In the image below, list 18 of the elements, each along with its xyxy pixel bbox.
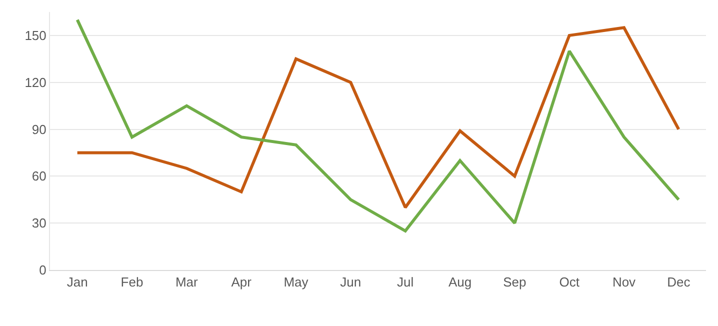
y-tick-label: 90 (32, 122, 46, 137)
y-tick-label: 60 (32, 168, 46, 184)
x-tick-label: Nov (612, 274, 636, 290)
y-tick-label: 120 (24, 74, 46, 90)
x-tick-label: Dec (667, 274, 691, 290)
x-tick-label: Sep (503, 274, 526, 290)
x-tick-label: Feb (120, 274, 144, 290)
y-tick-label: 0 (39, 262, 46, 278)
y-tick-label: 30 (32, 216, 46, 231)
x-tick-label: Mar (175, 274, 199, 290)
x-tick-label: Apr (231, 274, 252, 290)
x-tick-label: Jul (397, 274, 414, 290)
x-tick-label: Jan (66, 274, 88, 290)
x-tick-label: May (284, 274, 309, 290)
y-tick-label: 150 (24, 28, 46, 43)
x-tick-label: Jun (340, 274, 362, 290)
x-tick-label: Oct (559, 274, 580, 290)
x-tick-label: Aug (448, 274, 472, 290)
